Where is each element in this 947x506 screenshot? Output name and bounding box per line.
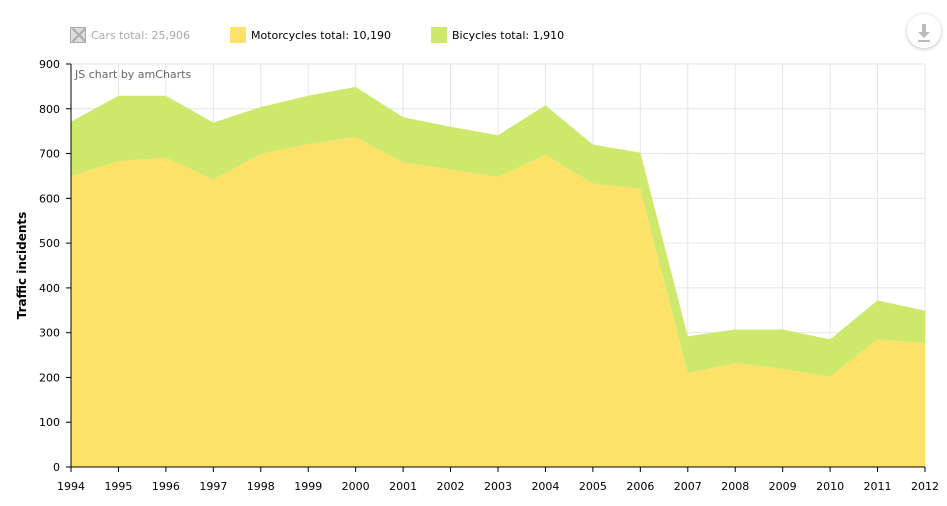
x-tick-label: 1997	[199, 480, 227, 493]
x-tick-label: 2000	[342, 480, 370, 493]
x-tick-label: 2004	[531, 480, 559, 493]
chart-credit: JS chart by amCharts	[75, 68, 192, 81]
plot-area	[71, 86, 925, 468]
x-tick-label: 1995	[104, 480, 132, 493]
y-tick-label: 0	[53, 461, 60, 474]
download-icon	[918, 24, 930, 42]
legend-label-cars: Cars total: 25,906	[91, 28, 191, 42]
area-bicycles	[71, 86, 925, 377]
y-tick-label: 600	[39, 192, 60, 205]
y-tick-label: 100	[39, 416, 60, 429]
y-tick-label: 300	[39, 327, 60, 340]
legend-item-cars[interactable]: Cars total: 25,906	[70, 24, 190, 46]
legend-label-bicycles: Bicycles total: 1,910	[452, 28, 565, 42]
legend-swatch-motorcycles	[230, 27, 246, 43]
y-axis-label: Traffic incidents	[15, 212, 29, 320]
x-tick-label: 1996	[152, 480, 180, 493]
legend-item-bicycles[interactable]: Bicycles total: 1,910	[431, 24, 564, 46]
y-tick-label: 400	[39, 282, 60, 295]
y-tick-label: 900	[39, 58, 60, 71]
x-tick-label: 1998	[247, 480, 275, 493]
x-tick-label: 1999	[294, 480, 322, 493]
export-button[interactable]	[907, 14, 941, 48]
x-tick-label: 2008	[721, 480, 749, 493]
area-motorcycles	[71, 136, 925, 468]
y-tick-label: 700	[39, 148, 60, 161]
x-tick-label: 2001	[389, 480, 417, 493]
legend-label-motorcycles: Motorcycles total: 10,190	[251, 28, 392, 42]
legend-item-motorcycles[interactable]: Motorcycles total: 10,190	[230, 24, 391, 46]
x-tick-label: 2002	[437, 480, 465, 493]
axes: 0 100 200 300 400 500 600 700 800 900 1994 1995 1996…	[39, 58, 939, 493]
x-tick-label: 2011	[864, 480, 892, 493]
y-tick-label: 800	[39, 103, 60, 116]
x-tick-label: 2009	[769, 480, 797, 493]
x-tick-label: 2010	[816, 480, 844, 493]
x-tick-label: 2003	[484, 480, 512, 493]
x-tick-label: 2006	[626, 480, 654, 493]
legend-swatch-bicycles	[431, 27, 447, 43]
legend-swatch-cars	[70, 27, 86, 43]
x-tick-label: 2012	[911, 480, 939, 493]
x-tick-label: 1994	[57, 480, 85, 493]
y-tick-label: 200	[39, 371, 60, 384]
x-tick-label: 2007	[674, 480, 702, 493]
legend: Cars total: 25,906 Motorcycles total: 10…	[0, 24, 947, 46]
y-tick-label: 500	[39, 237, 60, 250]
x-tick-label: 2005	[579, 480, 607, 493]
